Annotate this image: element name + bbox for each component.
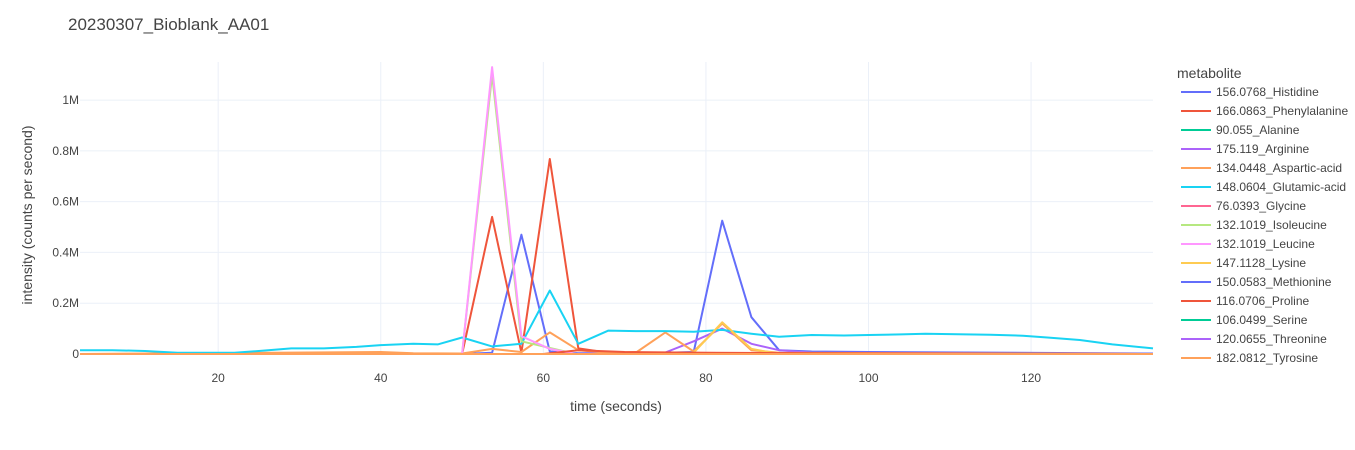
legend-item-label: 182.0812_Tyrosine (1216, 351, 1318, 365)
legend-item-label: 132.1019_Isoleucine (1216, 218, 1327, 232)
legend-item-label: 116.0706_Proline (1216, 294, 1310, 308)
legend-title: metabolite (1177, 65, 1242, 81)
grid (80, 62, 1153, 355)
legend-item-label: 120.0655_Threonine (1216, 332, 1327, 346)
y-tick-label: 1M (62, 93, 79, 107)
x-axis-ticks: 20 40 60 80 100 120 (212, 371, 1042, 385)
series-line-3 (80, 327, 1154, 355)
x-axis-title: time (seconds) (570, 398, 662, 414)
series-line-8 (80, 66, 1153, 355)
x-tick-label: 120 (1021, 371, 1041, 385)
x-tick-label: 40 (374, 371, 388, 385)
chart-title: 20230307_Bioblank_AA01 (68, 15, 269, 34)
legend-item-label: 90.055_Alanine (1216, 123, 1300, 137)
legend-item-label: 106.0499_Serine (1216, 313, 1308, 327)
legend-item-label: 147.1128_Lysine (1216, 256, 1306, 270)
legend: metabolite 156.0768_Histidine 166.0863_Ph… (1177, 65, 1348, 365)
legend-item-label: 150.0583_Methionine (1216, 275, 1332, 289)
legend-item-label: 134.0448_Aspartic-acid (1216, 161, 1342, 175)
x-tick-label: 100 (858, 371, 878, 385)
series-line-4 (79, 322, 1154, 355)
legend-item-label: 132.1019_Leucine (1216, 237, 1315, 251)
series-line-1 (80, 158, 1154, 355)
y-tick-label: 0 (72, 347, 79, 361)
legend-item-label: 166.0863_Phenylalanine (1216, 104, 1348, 118)
legend-item-label: 175.119_Arginine (1216, 142, 1310, 156)
legend-item-label: 76.0393_Glycine (1216, 199, 1306, 213)
y-axis-ticks: 0 0.2M 0.4M 0.6M 0.8M 1M (52, 93, 79, 361)
y-tick-label: 0.2M (52, 296, 79, 310)
series-line-7 (80, 73, 1153, 355)
legend-item-label: 148.0604_Glutamic-acid (1216, 180, 1346, 194)
y-tick-label: 0.8M (52, 144, 79, 158)
y-tick-label: 0.4M (52, 245, 79, 259)
x-tick-label: 80 (699, 371, 713, 385)
series-line-9 (80, 321, 1153, 355)
x-tick-label: 60 (537, 371, 551, 385)
y-axis-title: intensity (counts per second) (19, 126, 35, 305)
series-line-5 (80, 289, 1154, 354)
plot-lines (79, 66, 1154, 355)
legend-item-label: 156.0768_Histidine (1216, 85, 1319, 99)
x-tick-label: 20 (212, 371, 226, 385)
y-tick-label: 0.6M (52, 195, 79, 209)
